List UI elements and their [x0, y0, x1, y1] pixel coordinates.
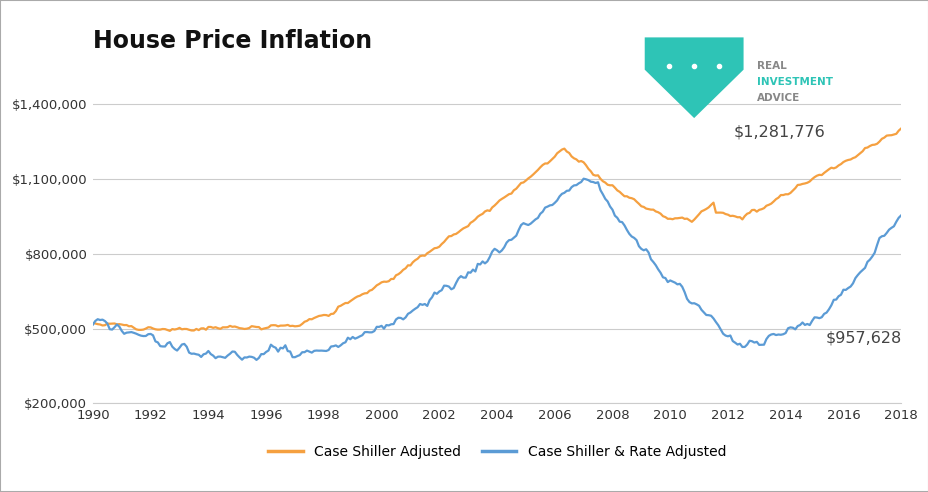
Text: $1,281,776: $1,281,776	[733, 125, 825, 140]
PathPatch shape	[644, 37, 742, 118]
Legend: Case Shiller Adjusted, Case Shiller & Rate Adjusted: Case Shiller Adjusted, Case Shiller & Ra…	[263, 439, 730, 464]
Text: House Price Inflation: House Price Inflation	[93, 29, 371, 53]
Text: ADVICE: ADVICE	[755, 93, 799, 103]
Text: REAL: REAL	[755, 61, 785, 71]
Text: $957,628: $957,628	[825, 331, 901, 346]
Text: INVESTMENT: INVESTMENT	[755, 77, 831, 87]
